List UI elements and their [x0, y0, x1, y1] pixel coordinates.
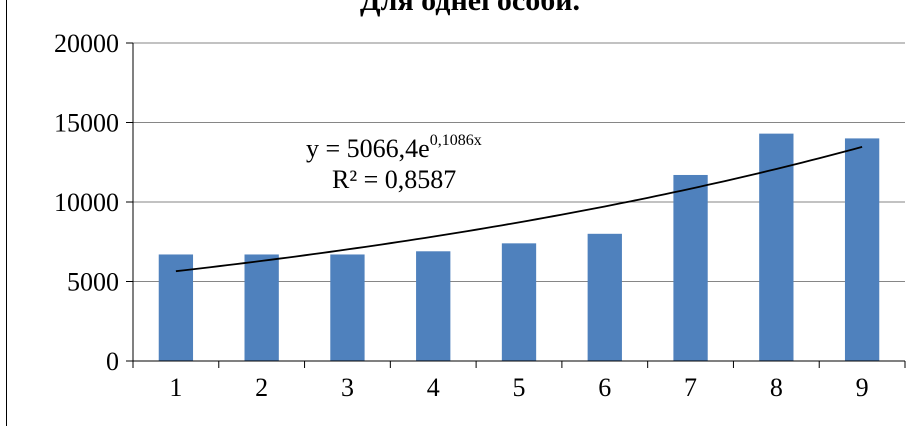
chart-title: Для однеї особи. — [360, 0, 580, 17]
bar — [330, 254, 364, 361]
x-tick-label: 9 — [856, 373, 869, 402]
equation-exponent: 0,1086x — [430, 132, 482, 149]
bar — [245, 254, 279, 361]
bar — [759, 134, 793, 361]
y-tick-label: 5000 — [67, 268, 119, 297]
bars — [159, 134, 880, 361]
x-tick-label: 7 — [684, 373, 697, 402]
x-tick-label: 5 — [513, 373, 526, 402]
r-squared-label: R² = 0,8587 — [332, 165, 456, 194]
bar — [588, 234, 622, 361]
bar — [673, 175, 707, 361]
bar — [416, 251, 450, 361]
x-tick-label: 3 — [341, 373, 354, 402]
equation-base: y = 5066,4e — [306, 134, 430, 163]
x-tick-label: 6 — [598, 373, 611, 402]
x-tick-label: 4 — [427, 373, 440, 402]
y-tick-label: 10000 — [54, 188, 119, 217]
x-tick-label: 1 — [169, 373, 182, 402]
bar — [845, 138, 879, 361]
x-tick-label: 2 — [255, 373, 268, 402]
y-tick-label: 0 — [106, 347, 119, 376]
y-tick-label: 20000 — [54, 29, 119, 58]
bar — [502, 243, 536, 361]
x-tick-label: 8 — [770, 373, 783, 402]
y-tick-label: 15000 — [54, 109, 119, 138]
trendline-equation: y = 5066,4e0,1086x — [306, 132, 482, 163]
